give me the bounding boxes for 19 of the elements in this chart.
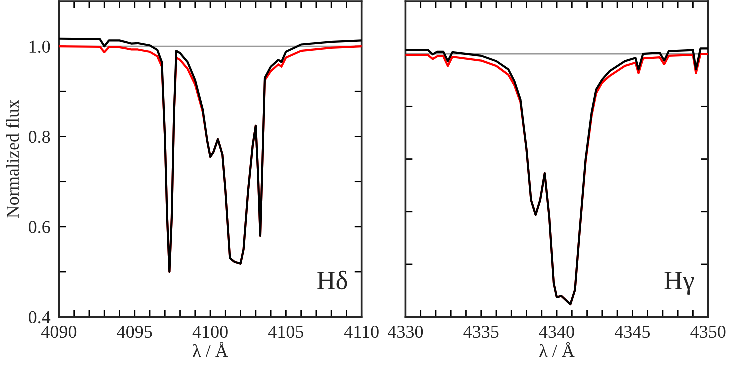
x-tick-label: 4335 [464, 326, 499, 338]
x-tick-label: 4090 [42, 326, 77, 338]
y-tick-label: 0.8 [28, 130, 50, 144]
y-axis-title: Normalized flux [6, 100, 20, 218]
y-tick-label: 0.6 [28, 221, 50, 234]
x-tick-label: 4100 [192, 326, 228, 338]
annotation: Hδ [317, 270, 348, 290]
x-tick-label: 4350 [690, 326, 726, 338]
y-tick-label: 0.4 [28, 311, 51, 324]
x-axis-title: λ / Å [540, 342, 575, 358]
x-tick-label: 4095 [117, 326, 152, 338]
x-tick-label: 4110 [344, 326, 379, 338]
x-tick-label: 4330 [388, 326, 424, 338]
x-tick-label: 4105 [268, 326, 304, 338]
annotation: Hγ [664, 272, 694, 295]
x-tick-label: 4345 [614, 326, 650, 338]
x-tick-label: 4340 [539, 326, 574, 338]
x-axis-title: λ / Å [193, 342, 228, 358]
y-tick-label: 1.0 [30, 40, 50, 54]
